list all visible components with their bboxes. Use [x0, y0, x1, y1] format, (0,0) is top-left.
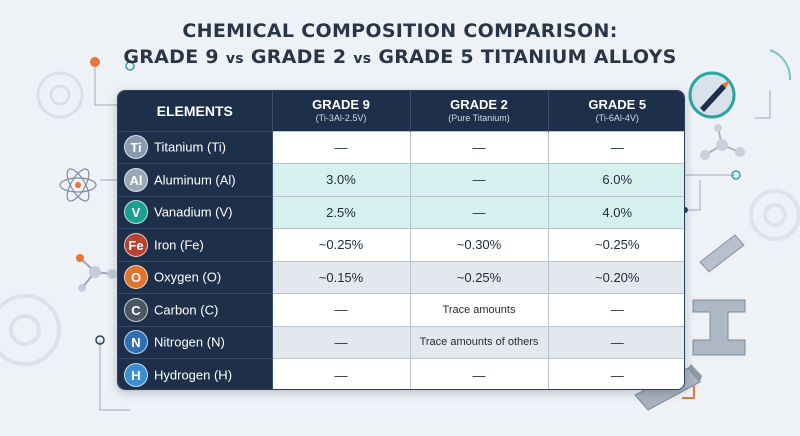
cell-grade9: 3.0% — [272, 164, 410, 197]
atom-icon — [60, 166, 96, 204]
title-line-2: GRADE 9 vs GRADE 2 vs GRADE 5 TITANIUM A… — [0, 44, 800, 72]
i-beam-icon — [693, 300, 745, 355]
cell-grade2: — — [410, 196, 548, 229]
composition-table: ELEMENTS GRADE 9 (Ti-3Al-2.5V) GRADE 2 (… — [117, 90, 685, 390]
cell-grade2: — — [410, 131, 548, 164]
element-badge-ti: Ti — [124, 135, 148, 159]
molecule-icon — [705, 128, 740, 155]
table-row: O Oxygen (O) ~0.15% ~0.25% ~0.20% — [118, 261, 685, 294]
cell-grade5: — — [548, 359, 685, 391]
table-row: V Vanadium (V) 2.5% — 4.0% — [118, 196, 685, 229]
page-title: CHEMICAL COMPOSITION COMPARISON: GRADE 9… — [0, 18, 800, 72]
element-cell-v: V Vanadium (V) — [118, 196, 272, 229]
cell-grade5: — — [548, 294, 685, 327]
element-badge-al: Al — [124, 168, 148, 192]
cell-grade9: — — [272, 294, 410, 327]
table-row: Fe Iron (Fe) ~0.25% ~0.30% ~0.25% — [118, 229, 685, 262]
header-grade-9: GRADE 9 (Ti-3Al-2.5V) — [272, 91, 410, 131]
gear-icon — [0, 296, 59, 364]
cell-grade5: 4.0% — [548, 196, 685, 229]
table-row: H Hydrogen (H) — — — — [118, 359, 685, 391]
node-dot — [96, 336, 104, 344]
element-cell-n: N Nitrogen (N) — [118, 326, 272, 359]
cell-grade5: ~0.20% — [548, 261, 685, 294]
table-row: Al Aluminum (Al) 3.0% — 6.0% — [118, 164, 685, 197]
table-row: C Carbon (C) — Trace amounts — — [118, 294, 685, 327]
cell-grade2: — — [410, 359, 548, 391]
cell-grade9: ~0.15% — [272, 261, 410, 294]
metal-rod-icon — [700, 235, 744, 272]
table-header-row: ELEMENTS GRADE 9 (Ti-3Al-2.5V) GRADE 2 (… — [118, 91, 685, 131]
cell-grade9: — — [272, 131, 410, 164]
cell-grade2: Trace amounts — [410, 294, 548, 327]
element-cell-o: O Oxygen (O) — [118, 261, 272, 294]
cell-grade5: — — [548, 131, 685, 164]
element-cell-h: H Hydrogen (H) — [118, 359, 272, 391]
cell-grade2: — — [410, 164, 548, 197]
element-cell-c: C Carbon (C) — [118, 294, 272, 327]
cell-grade9: 2.5% — [272, 196, 410, 229]
element-badge-c: C — [124, 298, 148, 322]
cell-grade9: — — [272, 326, 410, 359]
table-row: N Nitrogen (N) — Trace amounts of others … — [118, 326, 685, 359]
table-row: Ti Titanium (Ti) — — — — [118, 131, 685, 164]
header-grade-5: GRADE 5 (Ti-6Al-4V) — [548, 91, 685, 131]
title-line-1: CHEMICAL COMPOSITION COMPARISON: — [0, 18, 800, 44]
header-elements: ELEMENTS — [118, 91, 272, 131]
element-cell-ti: Ti Titanium (Ti) — [118, 131, 272, 164]
cell-grade5: ~0.25% — [548, 229, 685, 262]
element-cell-fe: Fe Iron (Fe) — [118, 229, 272, 262]
element-badge-n: N — [124, 330, 148, 354]
element-badge-h: H — [124, 363, 148, 387]
element-cell-al: Al Aluminum (Al) — [118, 164, 272, 197]
cell-grade9: — — [272, 359, 410, 391]
element-badge-fe: Fe — [124, 233, 148, 257]
cell-grade2: ~0.25% — [410, 261, 548, 294]
cell-grade2: Trace amounts of others — [410, 326, 548, 359]
element-badge-o: O — [124, 265, 148, 289]
rocket-icon — [690, 73, 734, 117]
molecule-icon — [80, 258, 112, 288]
gear-icon — [38, 73, 82, 117]
cell-grade5: — — [548, 326, 685, 359]
header-grade-2: GRADE 2 (Pure Titanium) — [410, 91, 548, 131]
node-dot — [732, 171, 740, 179]
element-badge-v: V — [124, 200, 148, 224]
gear-icon — [751, 191, 799, 239]
cell-grade2: ~0.30% — [410, 229, 548, 262]
cell-grade5: 6.0% — [548, 164, 685, 197]
cell-grade9: ~0.25% — [272, 229, 410, 262]
